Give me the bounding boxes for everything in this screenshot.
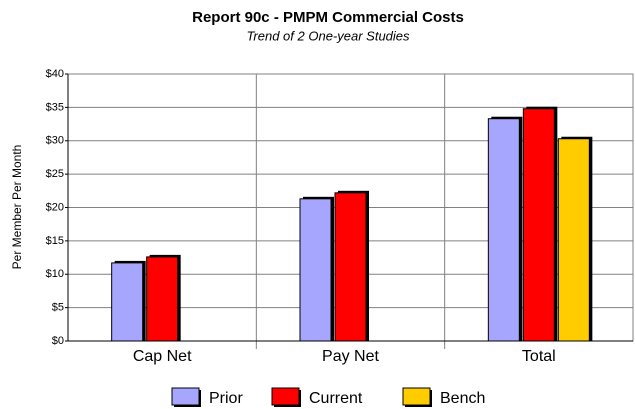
chart-subtitle: Trend of 2 One-year Studies	[246, 28, 410, 43]
bar	[299, 198, 332, 342]
y-tick-label: $10	[46, 268, 64, 280]
legend-label: Current	[309, 390, 363, 407]
y-tick-label: $30	[46, 135, 64, 147]
y-tick-label: $35	[46, 101, 64, 113]
chart-title: Report 90c - PMPM Commercial Costs	[192, 9, 464, 26]
legend-label: Bench	[440, 390, 485, 407]
bar	[111, 262, 144, 342]
y-tick-label: $15	[46, 235, 64, 247]
y-tick-label: $20	[46, 201, 64, 213]
legend-swatch	[402, 387, 431, 406]
legend-swatch	[171, 387, 200, 406]
bar	[146, 256, 179, 342]
legend-swatch	[271, 387, 300, 406]
bar	[487, 118, 520, 342]
y-axis-label: Per Member Per Month	[10, 145, 24, 270]
legend-label: Prior	[209, 390, 243, 407]
bar	[557, 138, 590, 342]
x-tick-label: Cap Net	[133, 348, 192, 365]
bar	[334, 192, 367, 342]
x-tick-label: Total	[522, 348, 556, 365]
y-tick-label: $25	[46, 168, 64, 180]
bar	[522, 108, 555, 342]
x-tick-label: Pay Net	[322, 348, 379, 365]
y-tick-label: $0	[52, 335, 64, 347]
y-tick-label: $5	[52, 302, 64, 314]
y-tick-label: $40	[46, 68, 64, 80]
